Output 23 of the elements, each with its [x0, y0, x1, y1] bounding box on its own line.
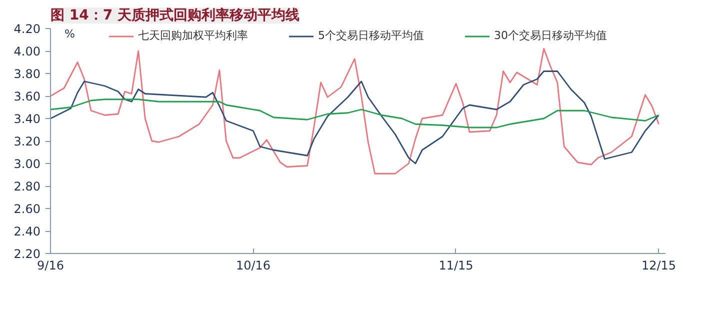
y-tick-label: 3.00 — [14, 157, 40, 171]
line-series — [50, 98, 660, 128]
legend-label: 30个交易日移动平均值 — [494, 28, 607, 43]
chart-title: 图 14：7 天质押式回购利率移动平均线 — [50, 6, 300, 24]
y-tick-label: 3.20 — [14, 134, 40, 148]
x-tick-label: 9/16 — [37, 258, 64, 272]
legend-label: 七天回购加权平均利率 — [138, 28, 248, 43]
y-tick-label: 3.60 — [14, 90, 40, 104]
y-tick-label: 2.20 — [14, 247, 40, 261]
legend-label: 5个交易日移动平均值 — [318, 28, 424, 43]
x-tick-label: 12/15 — [641, 258, 676, 272]
y-tick-label: 4.00 — [14, 44, 40, 58]
y-tick-label: 3.40 — [14, 112, 40, 126]
line-series — [50, 70, 660, 164]
y-tick-label: 3.80 — [14, 67, 40, 81]
y-axis-title: % — [64, 28, 75, 40]
x-tick-label: 10/16 — [236, 258, 271, 272]
y-tick-label: 2.80 — [14, 180, 40, 194]
y-tick-label: 2.60 — [14, 202, 40, 216]
line-series — [50, 48, 660, 174]
y-tick-label: 2.40 — [14, 224, 40, 238]
x-tick-label: 11/15 — [438, 258, 474, 272]
y-tick-label: 4.20 — [14, 22, 40, 36]
